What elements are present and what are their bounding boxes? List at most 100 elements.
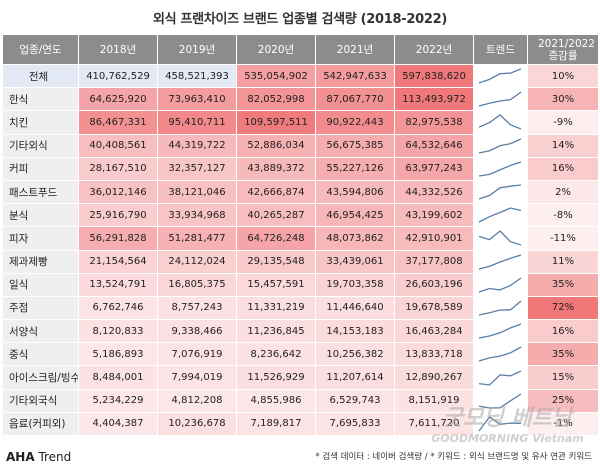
value-cell: 28,167,510 xyxy=(78,156,158,181)
trend-sparkline xyxy=(478,277,522,293)
row-category: 치킨 xyxy=(2,110,79,135)
trend-line xyxy=(478,114,522,131)
value-cell: 10,256,382 xyxy=(315,342,395,367)
header-growth: 2021/2022 증감률 xyxy=(527,34,599,65)
trend-line xyxy=(478,207,522,223)
trend-cell xyxy=(473,63,528,89)
trend-sparkline xyxy=(478,91,522,107)
value-cell: 51,281,477 xyxy=(157,226,237,251)
row-category: 한식 xyxy=(2,87,79,112)
value-cell: 90,922,443 xyxy=(315,110,395,135)
trend-line xyxy=(478,416,522,432)
growth-cell: 35% xyxy=(527,342,599,367)
table-row: 커피 28,167,510 32,357,127 43,889,372 55,227,1… xyxy=(2,156,599,181)
growth-cell: -8% xyxy=(527,203,599,228)
trend-cell xyxy=(473,272,528,297)
table-row: 주점 6,762,746 8,757,243 11,331,219 11,446,640… xyxy=(2,295,599,321)
header-year: 2020년 xyxy=(236,34,316,65)
trend-sparkline xyxy=(478,300,522,316)
value-cell: 43,594,806 xyxy=(315,179,395,205)
trend-line xyxy=(478,323,522,339)
growth-cell: -1% xyxy=(527,411,599,437)
growth-cell: 15% xyxy=(527,365,599,390)
value-cell: 8,120,833 xyxy=(78,319,158,344)
search-volume-table: 업종/연도 2018년 2019년 2020년 2021년 2022년 트렌드 … xyxy=(2,34,599,437)
value-cell: 109,597,511 xyxy=(236,110,316,135)
source-note: * 검색 데이터 : 네이버 검색량 / * 키워드 : 외식 브랜드명 및 유… xyxy=(315,452,592,462)
trend-cell xyxy=(473,365,528,390)
row-category: 기타외국식 xyxy=(2,388,79,413)
value-cell: 5,234,229 xyxy=(78,388,158,413)
brand-logo: AHA Trend xyxy=(6,450,71,464)
value-cell: 43,199,602 xyxy=(394,203,474,228)
row-category: 음료(커피외) xyxy=(2,411,79,437)
trend-cell xyxy=(473,133,528,158)
growth-cell: 25% xyxy=(527,388,599,413)
trend-line xyxy=(478,369,522,386)
value-cell: 7,189,817 xyxy=(236,411,316,437)
table-row: 치킨 86,467,331 95,410,711 109,597,511 90,922,… xyxy=(2,110,599,135)
value-cell: 10,236,678 xyxy=(157,411,237,437)
trend-cell xyxy=(473,295,528,321)
trend-sparkline xyxy=(478,207,522,223)
table-row: 아이스크림/빙수 8,484,001 7,994,019 11,526,929 11,2… xyxy=(2,365,599,390)
value-cell: 64,625,920 xyxy=(78,87,158,112)
value-cell: 25,916,790 xyxy=(78,203,158,228)
table-row: 제과제빵 21,154,564 24,112,024 29,135,548 33,439… xyxy=(2,249,599,274)
header-growth-label: 2021/2022 증감률 xyxy=(538,37,595,62)
trend-sparkline xyxy=(478,346,522,362)
row-category: 패스트푸드 xyxy=(2,179,79,205)
value-cell: 48,073,862 xyxy=(315,226,395,251)
growth-cell: 14% xyxy=(527,133,599,158)
value-cell: 11,207,614 xyxy=(315,365,395,390)
value-cell: 46,954,425 xyxy=(315,203,395,228)
value-cell: 8,757,243 xyxy=(157,295,237,321)
trend-line xyxy=(478,91,522,107)
value-cell: 38,121,046 xyxy=(157,179,237,205)
value-cell: 5,186,893 xyxy=(78,342,158,367)
brand-bold: AHA xyxy=(6,450,35,464)
trend-line xyxy=(478,300,522,316)
trend-sparkline xyxy=(478,253,522,270)
trend-line xyxy=(478,161,522,177)
value-cell: 12,890,267 xyxy=(394,365,474,390)
trend-line xyxy=(478,277,522,293)
header-year: 2018년 xyxy=(78,34,158,65)
trend-sparkline xyxy=(478,230,522,247)
table-row: 분식 25,916,790 33,934,968 40,265,287 46,954,4… xyxy=(2,203,599,228)
value-cell: 7,611,720 xyxy=(394,411,474,437)
growth-cell: -11% xyxy=(527,226,599,251)
value-cell: 8,236,642 xyxy=(236,342,316,367)
trend-sparkline xyxy=(478,184,522,200)
value-cell: 56,675,385 xyxy=(315,133,395,158)
table-row: 한식 64,625,920 73,963,410 82,052,998 87,067,7… xyxy=(2,87,599,112)
chart-title: 외식 프랜차이즈 브랜드 업종별 검색량 (2018-2022) xyxy=(152,12,448,27)
growth-cell: 2% xyxy=(527,179,599,205)
value-cell: 458,521,393 xyxy=(157,63,237,89)
value-cell: 73,963,410 xyxy=(157,87,237,112)
value-cell: 4,812,208 xyxy=(157,388,237,413)
trend-sparkline xyxy=(478,114,522,131)
value-cell: 64,532,646 xyxy=(394,133,474,158)
growth-cell: -9% xyxy=(527,110,599,135)
value-cell: 542,947,633 xyxy=(315,63,395,89)
trend-sparkline xyxy=(478,138,522,154)
value-cell: 86,467,331 xyxy=(78,110,158,135)
value-cell: 113,493,972 xyxy=(394,87,474,112)
trend-line xyxy=(478,253,522,270)
value-cell: 6,529,743 xyxy=(315,388,395,413)
trend-sparkline xyxy=(478,369,522,386)
row-category: 피자 xyxy=(2,226,79,251)
row-category: 커피 xyxy=(2,156,79,181)
trend-cell xyxy=(473,319,528,344)
value-cell: 11,526,929 xyxy=(236,365,316,390)
value-cell: 42,666,874 xyxy=(236,179,316,205)
trend-sparkline xyxy=(478,323,522,339)
table-row: 피자 56,291,828 51,281,477 64,726,248 48,073,8… xyxy=(2,226,599,251)
trend-cell xyxy=(473,110,528,135)
value-cell: 7,076,919 xyxy=(157,342,237,367)
trend-cell xyxy=(473,156,528,181)
value-cell: 40,408,561 xyxy=(78,133,158,158)
value-cell: 55,227,126 xyxy=(315,156,395,181)
table-row: 패스트푸드 36,012,146 38,121,046 42,666,874 43,59… xyxy=(2,179,599,205)
